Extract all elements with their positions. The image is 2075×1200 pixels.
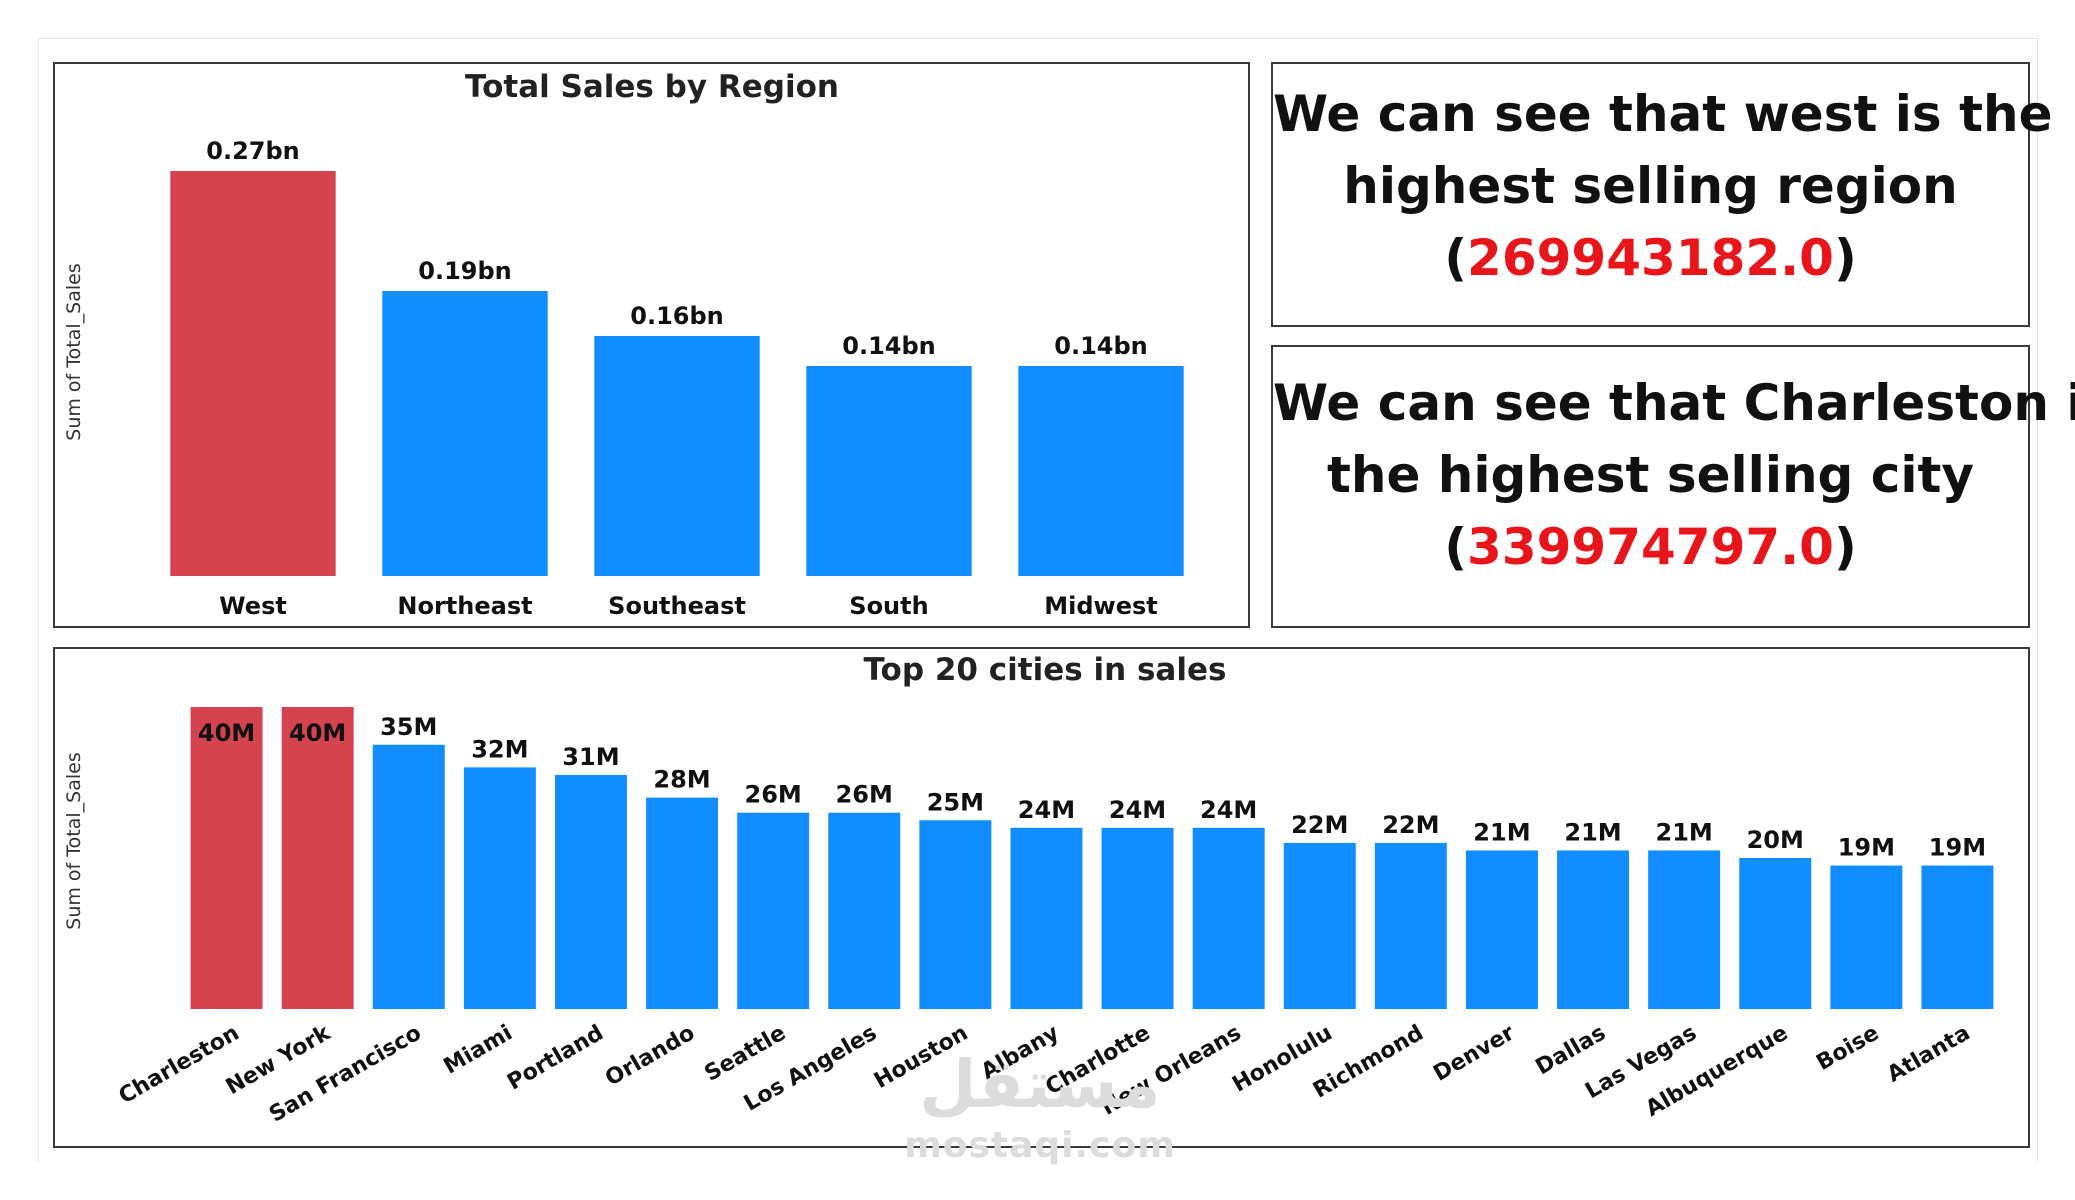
region-sales-chart: Total Sales by Region Sum of Total_Sales 0…	[63, 69, 1184, 620]
bar-honolulu	[1283, 842, 1356, 1009]
bar-atlanta	[1921, 865, 1994, 1009]
chart-title: Top 20 cities in sales	[864, 652, 1227, 688]
insight-west-open-paren: (	[1444, 229, 1468, 287]
insight-card-city: We can see that Charleston is the highes…	[1271, 345, 2075, 628]
data-label: 0.19bn	[418, 257, 511, 285]
data-label: 24M	[1018, 796, 1075, 824]
category-label: Charleston	[115, 1021, 244, 1110]
bar-midwest	[1018, 366, 1184, 576]
bar-richmond	[1374, 842, 1447, 1009]
data-label: 22M	[1291, 811, 1348, 839]
insight-city-close-paren: )	[1833, 518, 1857, 576]
category-label: South	[849, 592, 928, 620]
data-label: 25M	[927, 788, 984, 816]
insight-city-line-2: the highest selling city	[1326, 446, 1975, 504]
data-label: 35M	[380, 713, 437, 741]
category-label: Southeast	[608, 592, 746, 620]
data-label: 0.14bn	[842, 332, 935, 360]
category-label: Miami	[440, 1021, 517, 1080]
bar-southeast	[594, 336, 760, 576]
bar-denver	[1465, 850, 1538, 1009]
insight-city-line-3: (339974797.0)	[1273, 511, 2028, 583]
bar-south	[806, 366, 972, 576]
data-label: 21M	[1656, 818, 1713, 846]
bar-albany	[1010, 827, 1083, 1009]
bar-san-francisco	[372, 744, 445, 1009]
bar-charleston	[190, 707, 263, 1009]
insight-city-open-paren: (	[1444, 518, 1468, 576]
bar-seattle	[737, 812, 810, 1009]
bar-albuquerque	[1739, 858, 1812, 1009]
insight-city-value: 339974797.0	[1467, 518, 1834, 576]
data-label: 20M	[1747, 826, 1804, 854]
bar-new-orleans	[1192, 827, 1265, 1009]
insight-west-value: 269943182.0	[1467, 229, 1834, 287]
category-label: West	[219, 592, 287, 620]
category-label: Northeast	[397, 592, 532, 620]
bar-miami	[463, 767, 536, 1009]
data-label: 24M	[1200, 796, 1257, 824]
data-label: 26M	[836, 781, 893, 809]
bar-portland	[554, 774, 627, 1009]
data-label: 28M	[653, 766, 710, 794]
insight-city-line-1: We can see that Charleston is	[1273, 374, 2075, 432]
bar-dallas	[1557, 850, 1630, 1009]
category-label: Boise	[1812, 1021, 1883, 1076]
bar-las-vegas	[1648, 850, 1721, 1009]
data-label: 24M	[1109, 796, 1166, 824]
city-sales-chart: Top 20 cities in sales Sum of Total_Sales…	[63, 652, 1994, 1128]
bar-charlotte	[1101, 827, 1174, 1009]
data-label: 21M	[1473, 818, 1530, 846]
data-label: 19M	[1929, 834, 1986, 862]
canvas-frame	[38, 38, 2038, 1162]
data-label: 0.14bn	[1054, 332, 1147, 360]
bar-los-angeles	[828, 812, 901, 1009]
data-label: 26M	[745, 781, 802, 809]
insight-west-line-3: (269943182.0)	[1273, 222, 2028, 294]
bar-west	[170, 171, 336, 576]
y-axis-label: Sum of Total_Sales	[63, 263, 85, 440]
data-label: 40M	[198, 719, 255, 747]
chart-title: Total Sales by Region	[465, 69, 839, 105]
insight-card-west: We can see that west is the highest sell…	[1271, 62, 2053, 327]
bar-northeast	[382, 291, 548, 576]
region-sales-chart-panel: Total Sales by Region Sum of Total_Sales 0…	[53, 62, 1250, 628]
data-label: 21M	[1564, 818, 1621, 846]
category-label: Orlando	[601, 1021, 699, 1092]
data-label: 22M	[1382, 811, 1439, 839]
data-label: 40M	[289, 719, 346, 747]
data-label: 0.27bn	[206, 137, 299, 165]
category-label: Midwest	[1044, 592, 1158, 620]
insight-west-close-paren: )	[1833, 229, 1857, 287]
bar-new-york	[281, 707, 354, 1009]
category-label: San Francisco	[265, 1021, 425, 1128]
data-label: 32M	[471, 735, 528, 763]
bar-houston	[919, 820, 992, 1009]
insight-west-line-1: We can see that west is the	[1273, 85, 2053, 143]
insight-west-line-2: highest selling region	[1343, 157, 1958, 215]
data-label: 31M	[562, 743, 619, 771]
bar-boise	[1830, 865, 1903, 1009]
insight-text-city: We can see that Charleston is the highes…	[1273, 367, 2075, 583]
y-axis-label: Sum of Total_Sales	[63, 752, 85, 929]
data-label: 0.16bn	[630, 302, 723, 330]
category-label: Denver	[1429, 1020, 1519, 1086]
category-label: Houston	[870, 1021, 972, 1094]
category-label: Atlanta	[1883, 1021, 1974, 1088]
insight-text-west: We can see that west is the highest sell…	[1273, 78, 2053, 294]
city-sales-chart-panel: Top 20 cities in sales Sum of Total_Sales…	[53, 647, 2030, 1148]
category-label: Dallas	[1532, 1021, 1610, 1081]
category-label: Portland	[503, 1021, 608, 1096]
data-label: 19M	[1838, 834, 1895, 862]
bar-orlando	[646, 797, 719, 1009]
